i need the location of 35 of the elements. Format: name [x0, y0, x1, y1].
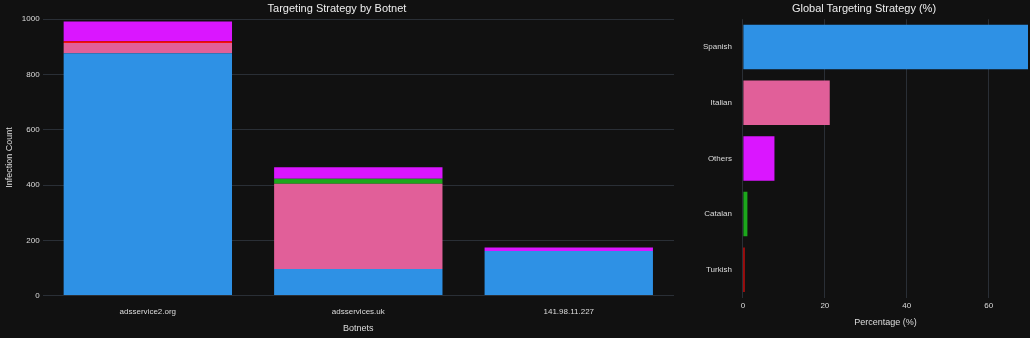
- y-tick-label: Others: [707, 153, 732, 163]
- y-tick-label: Catalan: [704, 209, 732, 219]
- bar: [743, 80, 830, 125]
- bar: [743, 24, 1028, 70]
- x-tick-label: 0: [740, 300, 746, 310]
- y-tick-label: Spanish: [702, 42, 732, 52]
- y-tick-label: 200: [26, 235, 41, 245]
- y-axis-title: Infection Count: [3, 126, 14, 188]
- x-axis-title: Botnets: [343, 323, 375, 334]
- chart-title: Targeting Strategy by Botnet: [267, 1, 407, 14]
- x-tick-label: 40: [902, 300, 912, 310]
- x-axis-title: Percentage (%): [854, 317, 917, 328]
- y-tick-label: 800: [26, 69, 41, 79]
- bar: [484, 251, 653, 296]
- y-tick-label: 1000: [21, 14, 41, 24]
- bar: [63, 21, 233, 42]
- y-tick-label: 0: [35, 290, 41, 300]
- bar: [743, 191, 748, 237]
- bar: [274, 183, 443, 270]
- bar: [63, 53, 233, 296]
- bar: [274, 269, 443, 296]
- x-tick-label: adsservices.uk: [331, 306, 386, 316]
- chart-title: Global Targeting Strategy (%): [791, 1, 937, 14]
- y-tick-label: 400: [26, 180, 41, 190]
- y-tick-label: Turkish: [705, 264, 732, 274]
- x-tick-label: 60: [984, 300, 994, 310]
- bar: [63, 42, 233, 54]
- bar: [274, 167, 443, 179]
- y-tick-label: 600: [26, 124, 41, 134]
- x-tick-label: adsservice2.org: [119, 306, 177, 316]
- y-tick-label: Italian: [710, 97, 732, 107]
- x-tick-label: 141.98.11.227: [543, 306, 595, 316]
- bar: [274, 178, 443, 184]
- bar: [743, 136, 775, 181]
- x-tick-label: 20: [820, 300, 830, 310]
